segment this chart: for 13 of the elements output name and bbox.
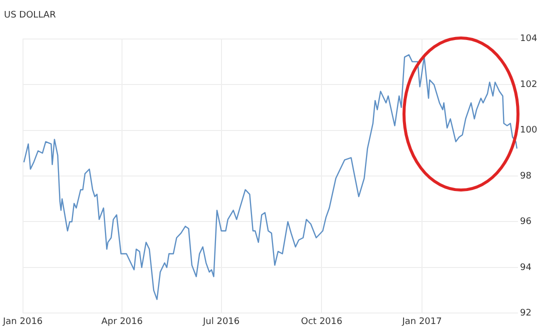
x-tick-label: Oct 2016 (301, 316, 343, 327)
x-tick-label: Jul 2016 (202, 316, 240, 327)
y-tick-label: 94 (520, 262, 532, 273)
y-tick-label: 96 (520, 217, 532, 228)
y-tick-label: 98 (520, 171, 532, 182)
x-tick-label: Apr 2016 (101, 316, 144, 327)
x-tick-label: Jan 2017 (401, 316, 442, 327)
y-tick-label: 92 (520, 308, 532, 319)
x-tick-label: Jan 2016 (2, 316, 43, 327)
chart-title: US DOLLAR (4, 10, 56, 21)
y-tick-label: 102 (520, 80, 538, 90)
y-tick-label: 104 (520, 34, 538, 44)
y-tick-label: 100 (520, 126, 538, 136)
